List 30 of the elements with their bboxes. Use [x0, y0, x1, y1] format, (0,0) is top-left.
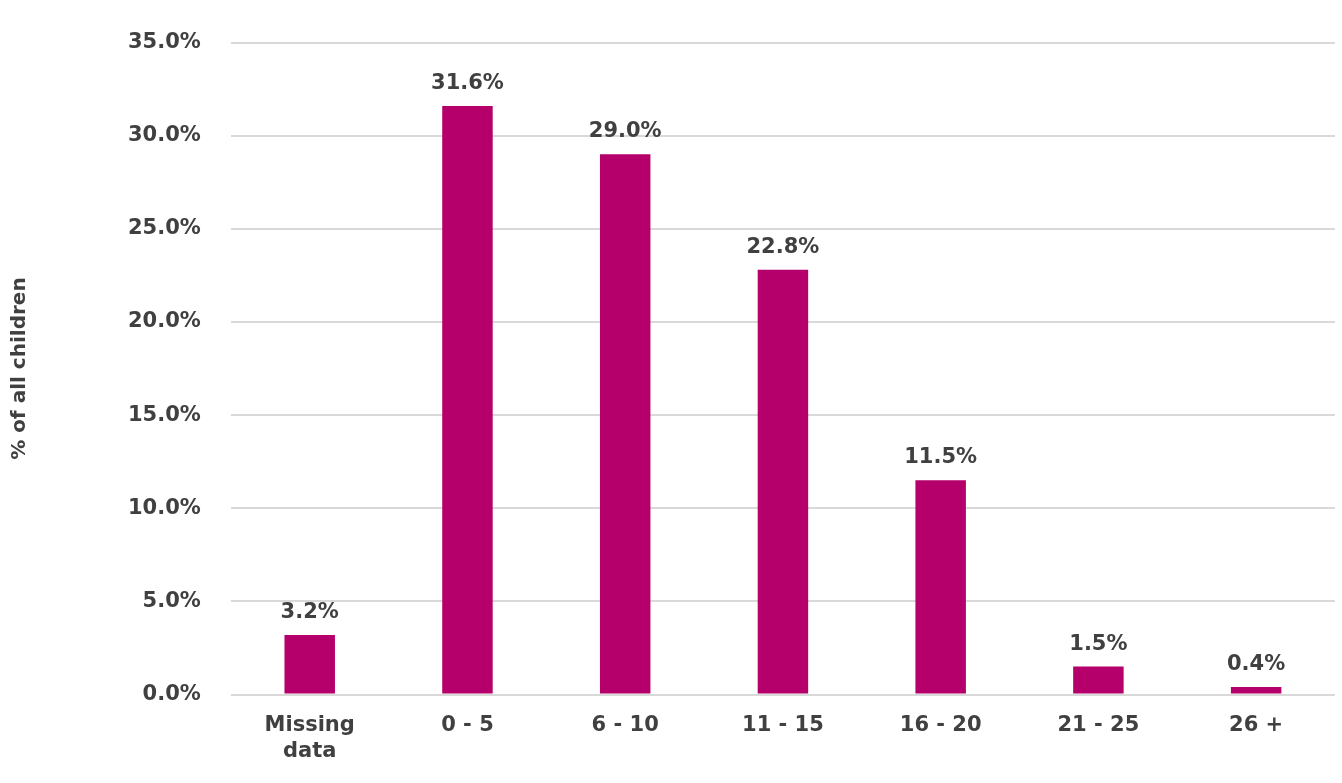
y-tick-label: 35.0%: [127, 29, 201, 54]
bar: [757, 269, 809, 694]
data-label: 11.5%: [904, 444, 978, 469]
data-label: 22.8%: [746, 233, 820, 258]
x-tick-label: 11 - 15: [742, 712, 824, 737]
x-tick-label: 21 - 25: [1057, 712, 1140, 737]
y-tick-label: 0.0%: [142, 680, 201, 705]
y-tick-label: 30.0%: [127, 122, 201, 147]
data-label: 1.5%: [1069, 630, 1128, 655]
bar: [1073, 666, 1124, 694]
data-label: 29.0%: [588, 118, 662, 143]
y-tick-label: 5.0%: [142, 587, 201, 612]
y-tick-label: 20.0%: [127, 308, 201, 333]
y-tick-label: 25.0%: [127, 215, 201, 240]
data-label: 31.6%: [431, 69, 504, 94]
bar: [442, 105, 493, 694]
x-tick-label: 26 +: [1229, 712, 1284, 737]
bar: [915, 480, 966, 694]
x-tick-label: Missing data: [264, 712, 355, 763]
bar: [284, 634, 335, 694]
y-tick-label: 15.0%: [127, 401, 201, 426]
bar: [1230, 687, 1282, 694]
y-tick-label: 10.0%: [127, 494, 201, 519]
x-tick-label: 16 - 20: [899, 712, 982, 737]
data-label: 0.4%: [1227, 651, 1286, 675]
y-axis-title: % of all children: [6, 277, 31, 460]
bar: [599, 154, 651, 694]
data-label: 3.2%: [280, 598, 339, 623]
x-tick-label: 0 - 5: [441, 712, 494, 737]
x-tick-label: 6 - 10: [591, 712, 659, 737]
